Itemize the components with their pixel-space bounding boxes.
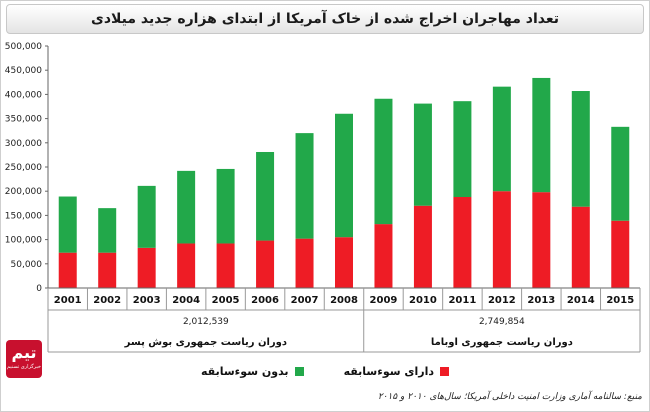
x-tick-label: 2004 xyxy=(172,295,200,306)
bar-criminal-2008 xyxy=(335,237,353,288)
bar-noncriminal-2012 xyxy=(492,86,511,192)
bar-noncriminal-2003 xyxy=(137,185,156,248)
bar-noncriminal-2014 xyxy=(571,91,590,207)
bar-criminal-2005 xyxy=(216,243,235,288)
period-label: دوران ریاست جمهوری اوباما xyxy=(431,337,573,348)
y-tick-label: 0 xyxy=(36,284,42,294)
x-tick-label: 2009 xyxy=(370,295,398,306)
x-tick-label: 2013 xyxy=(527,295,555,306)
bar-noncriminal-2004 xyxy=(177,170,196,244)
x-tick-label: 2012 xyxy=(488,295,516,306)
bar-criminal-2006 xyxy=(256,240,275,288)
x-tick-label: 2014 xyxy=(567,295,595,306)
bar-criminal-2001 xyxy=(58,252,77,288)
bar-criminal-2003 xyxy=(137,247,156,288)
legend: دارای سوءسابقه بدون سوءسابقه xyxy=(200,362,450,380)
tasnim-logo: تیم خبرگزاری تسنیم xyxy=(6,340,42,378)
bar-noncriminal-2008 xyxy=(335,113,353,238)
y-tick-label: 350,000 xyxy=(5,115,42,125)
y-tick-label: 150,000 xyxy=(5,211,42,221)
source-note: منبع: سالنامه آماری وزارت امنیت داخلی آم… xyxy=(377,392,642,402)
bar-criminal-2015 xyxy=(611,220,630,288)
legend-swatch-criminal xyxy=(440,366,449,376)
y-tick-label: 50,000 xyxy=(11,260,43,270)
period-total: 2,749,854 xyxy=(479,317,525,327)
x-tick-label: 2008 xyxy=(330,295,358,306)
bar-noncriminal-2015 xyxy=(611,126,630,221)
x-tick-label: 2006 xyxy=(251,295,279,306)
x-tick-label: 2007 xyxy=(291,295,319,306)
y-tick-label: 500,000 xyxy=(5,42,42,52)
bar-criminal-2012 xyxy=(492,191,511,288)
bar-criminal-2009 xyxy=(374,224,393,288)
y-tick-label: 250,000 xyxy=(5,163,42,173)
logo-mark: تیم xyxy=(11,343,37,362)
chart-title: تعداد مهاجران اخراج شده از خاک آمریکا از… xyxy=(6,4,644,34)
bar-criminal-2010 xyxy=(413,205,432,288)
bar-noncriminal-2002 xyxy=(98,208,117,253)
x-tick-label: 2005 xyxy=(212,295,240,306)
bar-criminal-2007 xyxy=(295,238,314,288)
period-label: دوران ریاست جمهوری بوش پسر xyxy=(124,337,287,348)
legend-label-criminal: دارای سوءسابقه xyxy=(343,364,434,378)
y-tick-label: 450,000 xyxy=(5,66,42,76)
bar-noncriminal-2001 xyxy=(58,196,77,253)
x-tick-label: 2001 xyxy=(54,295,82,306)
y-tick-label: 200,000 xyxy=(5,187,42,197)
bar-noncriminal-2007 xyxy=(295,133,314,239)
x-tick-label: 2002 xyxy=(93,295,121,306)
logo-subtitle: خبرگزاری تسنیم xyxy=(6,364,41,370)
bar-criminal-2011 xyxy=(453,197,472,288)
bar-noncriminal-2011 xyxy=(453,101,472,198)
bar-noncriminal-2010 xyxy=(413,103,432,206)
bar-criminal-2004 xyxy=(177,243,196,288)
y-tick-label: 300,000 xyxy=(5,139,42,149)
bar-noncriminal-2009 xyxy=(374,98,393,225)
x-tick-label: 2015 xyxy=(606,295,634,306)
x-tick-label: 2010 xyxy=(409,295,437,306)
legend-swatch-noncriminal xyxy=(294,366,304,376)
bar-criminal-2013 xyxy=(532,192,551,288)
legend-label-noncriminal: بدون سوءسابقه xyxy=(201,364,289,378)
bar-noncriminal-2005 xyxy=(216,168,235,244)
legend-item-criminal: دارای سوءسابقه xyxy=(344,365,449,378)
period-total: 2,012,539 xyxy=(183,317,229,327)
legend-item-noncriminal: بدون سوءسابقه xyxy=(201,365,304,378)
y-tick-label: 100,000 xyxy=(5,236,42,246)
bar-noncriminal-2006 xyxy=(256,151,275,241)
x-tick-label: 2011 xyxy=(448,295,476,306)
x-tick-label: 2003 xyxy=(133,295,161,306)
bar-criminal-2014 xyxy=(571,206,590,288)
y-tick-label: 400,000 xyxy=(5,90,42,100)
bar-criminal-2002 xyxy=(98,252,117,288)
bar-noncriminal-2013 xyxy=(532,77,551,193)
